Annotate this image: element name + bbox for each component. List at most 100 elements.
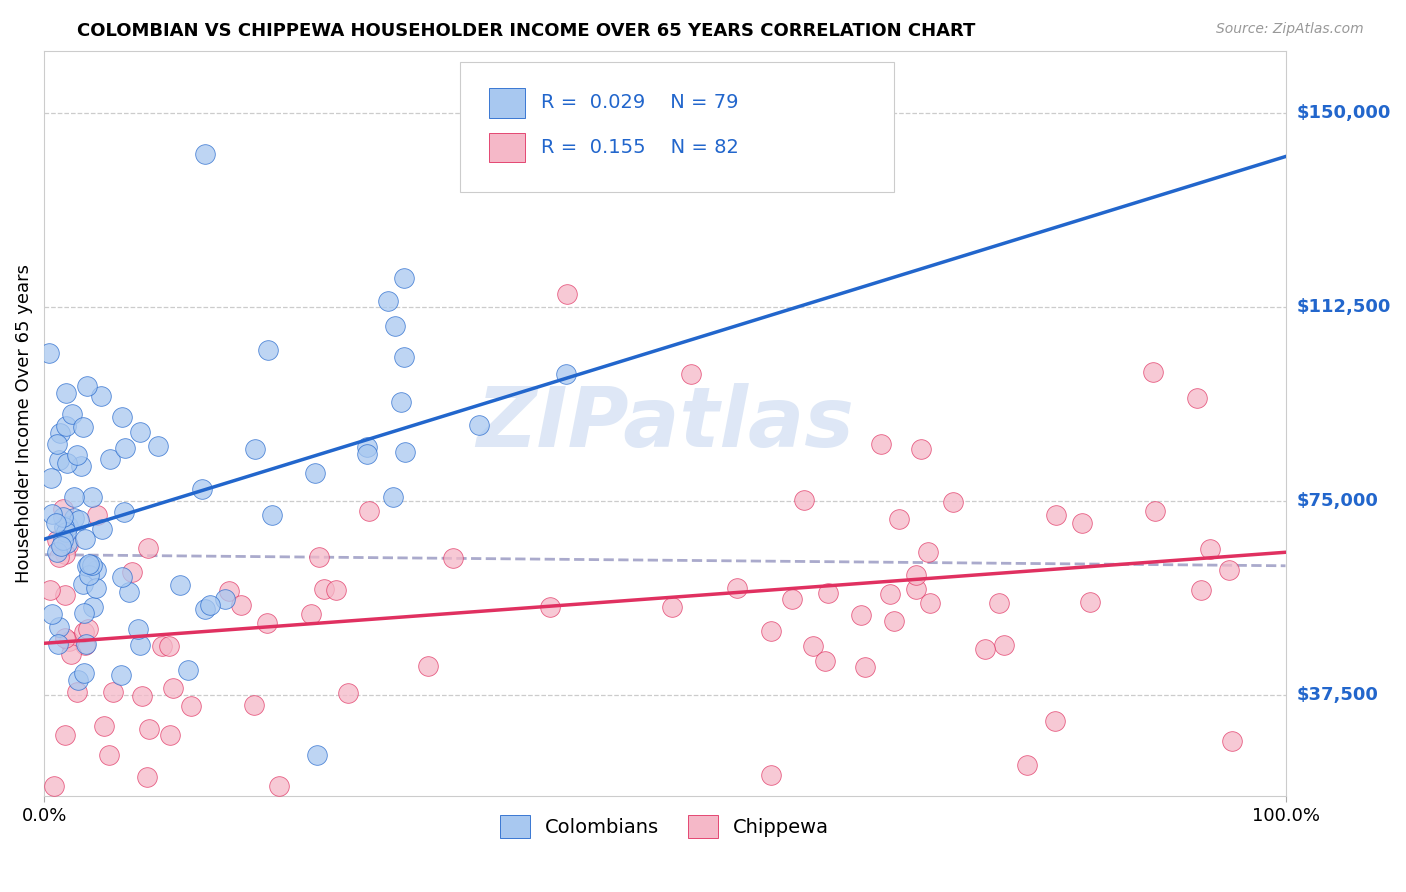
Point — [1220, 733, 1243, 747]
Legend: Colombians, Chippewa: Colombians, Chippewa — [492, 806, 837, 846]
FancyBboxPatch shape — [488, 88, 524, 118]
FancyBboxPatch shape — [488, 133, 524, 162]
Point — [679, 367, 702, 381]
Point — [45, 516, 67, 530]
Point — [200, 598, 222, 612]
Point — [257, 343, 280, 358]
Point — [229, 598, 252, 612]
Point — [42, 779, 65, 793]
Point — [180, 698, 202, 713]
Text: Source: ZipAtlas.com: Source: ZipAtlas.com — [1216, 22, 1364, 37]
Point — [53, 588, 76, 602]
Point — [39, 583, 62, 598]
Point — [389, 395, 412, 409]
Point — [41, 507, 63, 521]
Point — [384, 319, 406, 334]
Point — [356, 447, 378, 461]
Point — [256, 616, 278, 631]
Point — [554, 367, 576, 381]
Point — [55, 385, 77, 400]
Point — [89, 389, 111, 403]
Text: ZIPatlas: ZIPatlas — [475, 383, 853, 464]
Point — [127, 622, 149, 636]
Point — [308, 550, 330, 565]
Text: $150,000: $150,000 — [1296, 103, 1391, 122]
Point — [55, 524, 77, 539]
Point — [1189, 583, 1212, 598]
Point — [392, 351, 415, 365]
Point — [849, 608, 872, 623]
Point — [1078, 594, 1101, 608]
Point — [304, 466, 326, 480]
Point — [82, 600, 104, 615]
Point — [191, 483, 214, 497]
Point — [58, 634, 80, 648]
Point — [942, 494, 965, 508]
Point — [243, 442, 266, 456]
Point — [60, 407, 83, 421]
Point — [48, 426, 70, 441]
Point — [69, 458, 91, 473]
Point — [48, 453, 70, 467]
Point — [883, 614, 905, 628]
Point — [917, 545, 939, 559]
Point — [129, 638, 152, 652]
Point — [150, 639, 173, 653]
Point — [853, 660, 876, 674]
Text: $37,500: $37,500 — [1296, 686, 1378, 704]
Point — [661, 599, 683, 614]
Point — [974, 641, 997, 656]
Point — [889, 512, 911, 526]
Point — [904, 582, 927, 597]
Point — [73, 624, 96, 639]
Point — [214, 591, 236, 606]
Y-axis label: Householder Income Over 65 years: Householder Income Over 65 years — [15, 264, 32, 582]
Point — [66, 448, 89, 462]
Point — [262, 508, 284, 523]
Point — [243, 698, 266, 712]
Point — [993, 638, 1015, 652]
Point — [52, 509, 75, 524]
Point — [218, 583, 240, 598]
Point — [76, 559, 98, 574]
Point — [761, 624, 783, 639]
Point — [194, 147, 217, 161]
Point — [176, 663, 198, 677]
Point — [73, 607, 96, 621]
Point — [84, 581, 107, 595]
FancyBboxPatch shape — [460, 62, 894, 193]
Point — [75, 637, 97, 651]
Point — [418, 659, 440, 673]
Point — [41, 607, 63, 621]
Point — [41, 471, 63, 485]
Point — [46, 637, 69, 651]
Point — [467, 417, 489, 432]
Point — [814, 654, 837, 668]
Point — [1185, 391, 1208, 405]
Point — [72, 577, 94, 591]
Point — [52, 502, 75, 516]
Point — [135, 770, 157, 784]
Point — [131, 689, 153, 703]
Point — [48, 549, 70, 564]
Point — [110, 668, 132, 682]
Point — [1017, 758, 1039, 772]
Point — [394, 445, 416, 459]
Point — [52, 533, 75, 547]
Point — [56, 536, 79, 550]
Point — [377, 294, 399, 309]
Point — [910, 442, 932, 456]
Point — [121, 565, 143, 579]
Point — [53, 520, 76, 534]
Point — [63, 490, 86, 504]
Point — [67, 673, 90, 687]
Point — [38, 346, 60, 360]
Point — [129, 425, 152, 440]
Point — [76, 622, 98, 636]
Point — [56, 456, 79, 470]
Point — [48, 620, 70, 634]
Point — [56, 518, 79, 533]
Point — [1199, 541, 1222, 556]
Point — [138, 541, 160, 555]
Point — [267, 779, 290, 793]
